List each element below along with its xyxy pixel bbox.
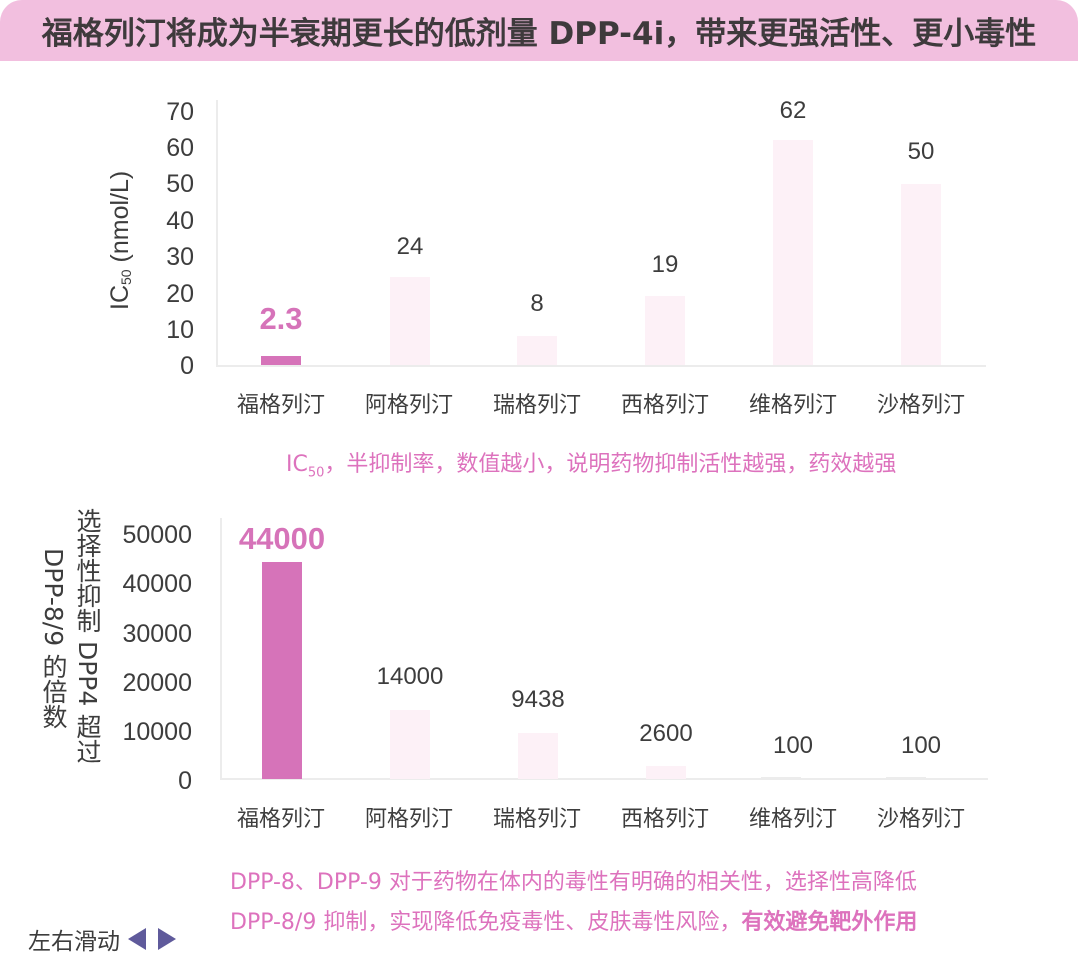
bar-ruigeliting xyxy=(518,733,558,779)
triangle-right-icon[interactable] xyxy=(158,928,176,950)
bar-weigeliting xyxy=(773,140,813,365)
x-axis-line xyxy=(220,778,988,780)
bar-shageliting xyxy=(901,184,941,365)
y-tick: 50 xyxy=(166,170,194,198)
x-axis-line xyxy=(216,365,986,367)
bar-xigeliting xyxy=(645,296,685,365)
category-label: 沙格列汀 xyxy=(876,393,965,418)
chart2-y-axis-label-line1: 选择性抑制 DPP4 超过 xyxy=(73,508,102,765)
y-tick: 30000 xyxy=(122,620,192,648)
header-banner: 福格列汀将成为半衰期更长的低剂量 DPP-4i，带来更强活性、更小毒性 xyxy=(0,0,1078,61)
y-tick: 0 xyxy=(180,352,194,380)
value-label: 2600 xyxy=(639,720,693,747)
value-label: 19 xyxy=(651,251,679,278)
y-tick: 60 xyxy=(166,134,194,162)
chart2-note-line2: DPP-8/9 抑制，实现降低免疫毒性、皮肤毒性风险，有效避免靶外作用 xyxy=(230,904,917,936)
y-tick: 40000 xyxy=(122,570,192,598)
swipe-label: 左右滑动 xyxy=(28,929,120,955)
bar-shageliting xyxy=(886,777,926,779)
y-tick: 40 xyxy=(166,207,194,235)
value-label: 44000 xyxy=(238,521,326,556)
y-axis-line xyxy=(220,518,222,780)
category-label: 福格列汀 xyxy=(236,393,325,418)
bar-ruigeliting xyxy=(517,336,557,365)
value-label: 24 xyxy=(396,233,424,260)
value-label: 100 xyxy=(772,732,814,759)
value-label: 62 xyxy=(779,97,807,124)
y-tick: 0 xyxy=(178,767,192,795)
note-sub: 50 xyxy=(307,465,325,481)
category-label: 阿格列汀 xyxy=(364,807,453,832)
bar-fugeliting xyxy=(261,356,301,365)
category-label: 福格列汀 xyxy=(236,807,325,832)
triangle-left-icon[interactable] xyxy=(128,928,146,950)
bar-weigeliting xyxy=(761,777,801,779)
value-label: 50 xyxy=(907,138,935,165)
note-ic: IC xyxy=(286,452,308,477)
chart2-y-axis-label-line2: DPP-8/9 的倍数 xyxy=(39,548,68,730)
note-bold: 有效避免靶外作用 xyxy=(741,910,918,935)
category-label: 阿格列汀 xyxy=(364,393,453,418)
category-label: 西格列汀 xyxy=(620,807,709,832)
y-tick: 10 xyxy=(166,316,194,344)
bar-xigeliting xyxy=(646,766,686,779)
bar-fugeliting xyxy=(262,562,302,779)
bar-agliptin xyxy=(390,277,430,365)
y-tick: 70 xyxy=(166,98,194,126)
y-tick: 50000 xyxy=(122,521,192,549)
value-label: 14000 xyxy=(376,663,444,690)
value-label: 2.3 xyxy=(259,301,303,336)
page-title: 福格列汀将成为半衰期更长的低剂量 DPP-4i，带来更强活性、更小毒性 xyxy=(41,16,1037,52)
ic50-chart: IC50 (nmol/L) 70 60 50 40 30 20 10 0 2.3… xyxy=(0,0,1080,480)
category-label: 瑞格列汀 xyxy=(492,807,581,832)
category-label: 维格列汀 xyxy=(748,393,837,418)
category-label: 瑞格列汀 xyxy=(492,393,581,418)
note-rest: ，半抑制率，数值越小，说明药物抑制活性越强，药效越强 xyxy=(324,452,897,477)
y-tick: 10000 xyxy=(122,718,192,746)
category-label: 沙格列汀 xyxy=(876,807,965,832)
note-plain: DPP-8/9 抑制，实现降低免疫毒性、皮肤毒性风险， xyxy=(230,910,742,935)
swipe-hint[interactable]: 左右滑动 xyxy=(28,922,176,956)
value-label: 9438 xyxy=(511,686,565,713)
y-tick: 30 xyxy=(166,243,194,271)
chart2-note-line1: DPP-8、DPP-9 对于药物在体内的毒性有明确的相关性，选择性高降低 xyxy=(230,870,917,895)
y-tick: 20 xyxy=(166,280,194,308)
y-axis-line xyxy=(216,100,218,366)
value-label: 100 xyxy=(900,732,942,759)
chart1-note: IC50，半抑制率，数值越小，说明药物抑制活性越强，药效越强 xyxy=(286,446,896,480)
category-label: 维格列汀 xyxy=(748,807,837,832)
value-label: 8 xyxy=(530,290,544,317)
y-tick: 20000 xyxy=(122,669,192,697)
bar-agliptin xyxy=(390,710,430,779)
category-label: 西格列汀 xyxy=(620,393,709,418)
